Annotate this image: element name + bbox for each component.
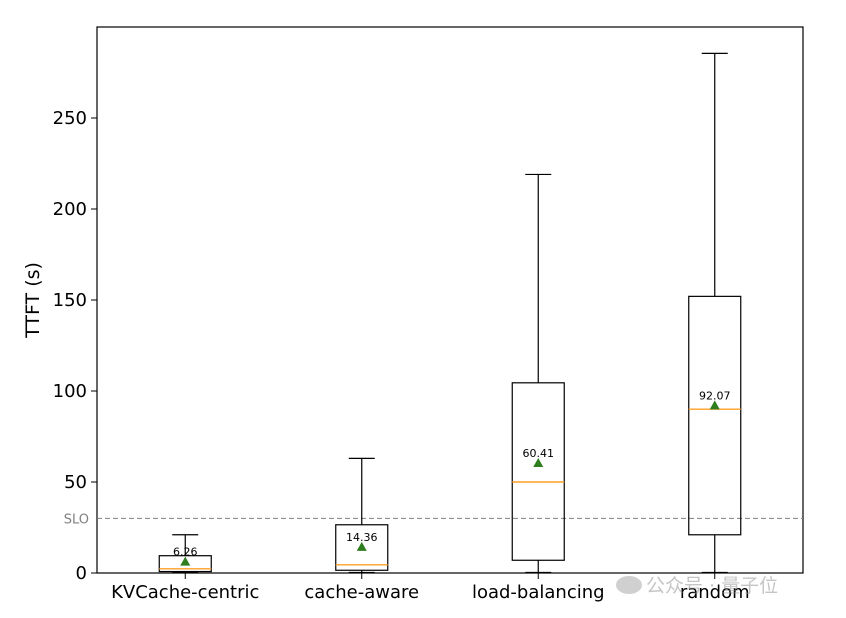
box-3: 60.41 <box>511 173 565 574</box>
boxes: 6.26 14.36 60.41 92.07 <box>158 52 742 574</box>
y-tick-label: 150 <box>53 290 87 311</box>
y-tick-label: 50 <box>64 472 87 493</box>
iqr-box <box>511 382 565 561</box>
mean-marker <box>356 541 367 551</box>
x-tick-label: random <box>680 582 750 603</box>
y-axis: 0 50 100 150 200 250 <box>53 108 97 584</box>
y-tick-label: 0 <box>76 563 87 584</box>
mean-label: 92.07 <box>699 389 731 402</box>
iqr-box <box>158 555 212 573</box>
box-4: 92.07 <box>688 52 742 574</box>
box-2: 14.36 <box>335 457 389 574</box>
y-tick-label: 100 <box>53 381 87 402</box>
mean-marker <box>180 556 191 566</box>
x-tick-label: load-balancing <box>472 582 605 603</box>
y-tick-label: 200 <box>53 199 87 220</box>
box-1: 6.26 <box>158 534 212 574</box>
wechat-icon <box>616 576 642 594</box>
x-tick-label: cache-aware <box>304 582 419 603</box>
plot-frame <box>96 26 804 574</box>
slo-reference: SLO <box>64 512 803 527</box>
x-tick-label: KVCache-centric <box>111 582 259 603</box>
mean-marker <box>709 400 720 410</box>
y-axis-title: TTFT (s) <box>22 262 44 339</box>
x-axis: KVCache-centric cache-aware load-balancing… <box>111 573 750 603</box>
mean-marker <box>533 458 544 468</box>
iqr-box <box>688 295 742 536</box>
mean-label: 6.26 <box>173 546 198 559</box>
iqr-box <box>335 524 389 571</box>
mean-label: 14.36 <box>346 531 378 544</box>
slo-label: SLO <box>64 512 89 527</box>
watermark: 公众号 · 量子位 <box>616 571 778 598</box>
watermark-text: 公众号 · 量子位 <box>646 575 779 597</box>
y-tick-label: 250 <box>53 108 87 129</box>
mean-label: 60.41 <box>523 447 555 460</box>
